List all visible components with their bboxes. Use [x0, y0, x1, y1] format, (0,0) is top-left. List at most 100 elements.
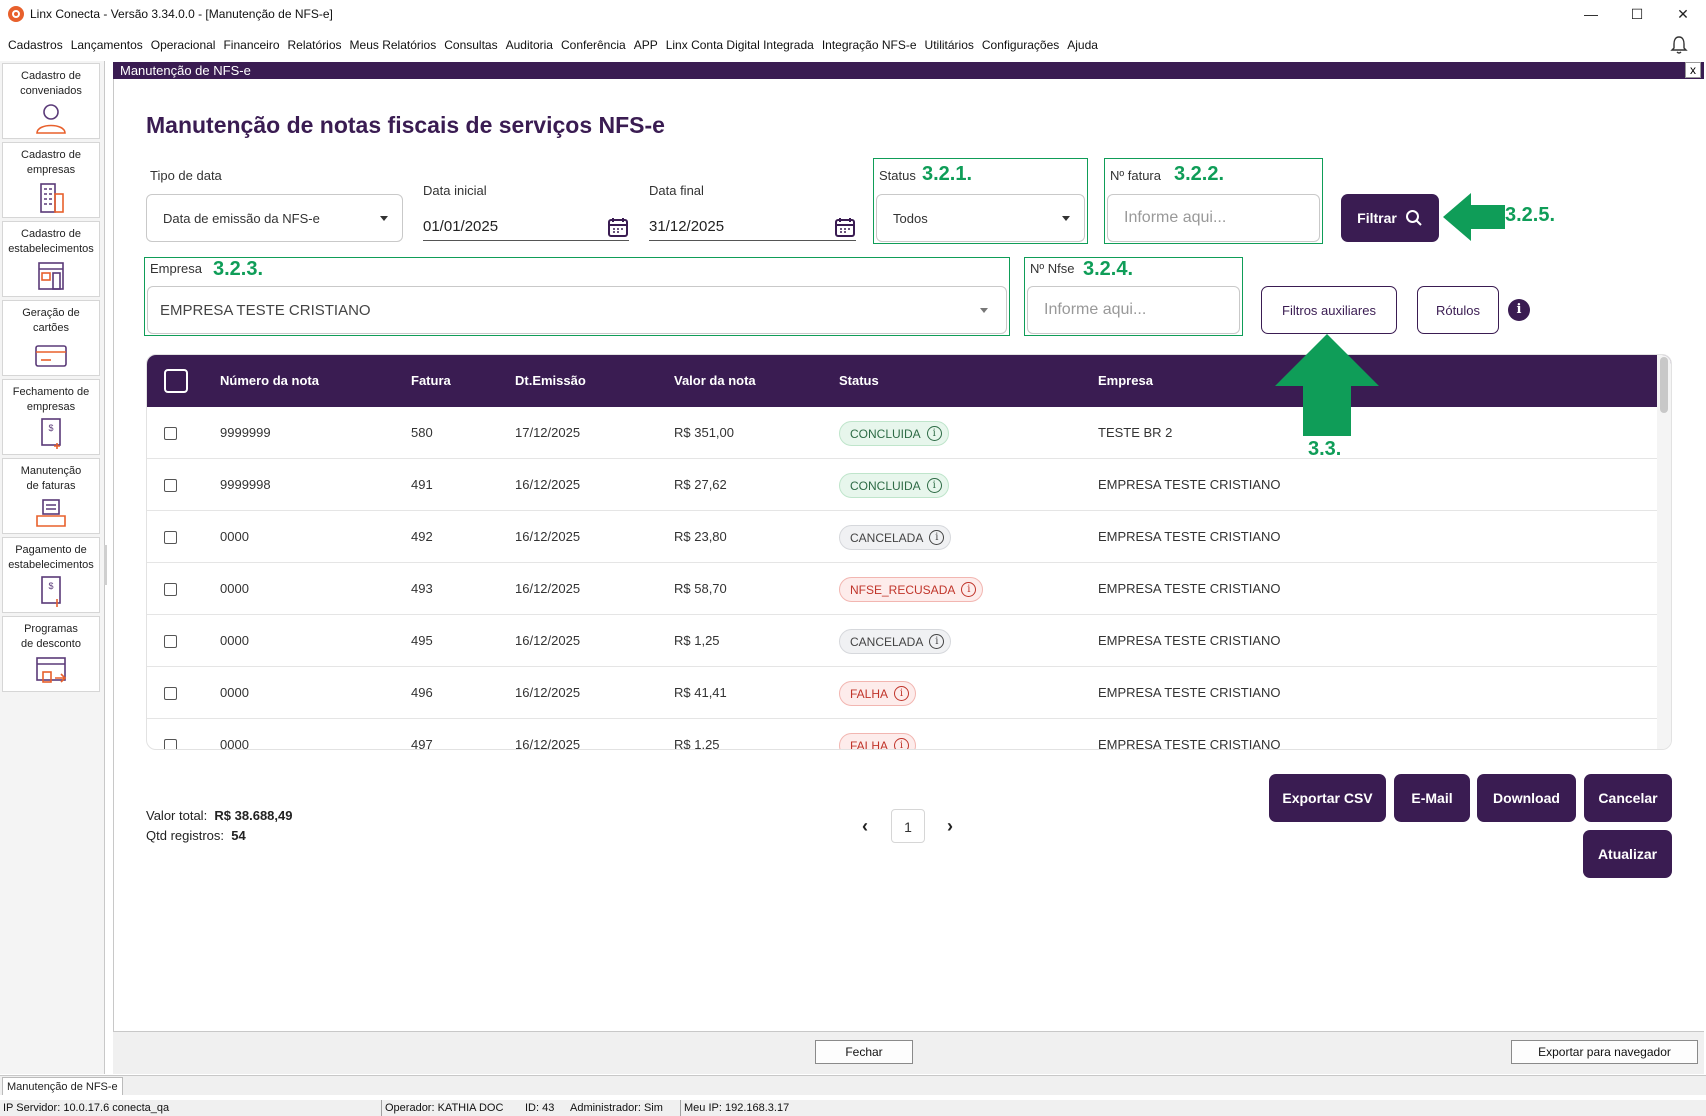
window-title: Linx Conecta - Versão 3.34.0.0 - [Manute…: [30, 7, 333, 21]
annotation-label-3-2-1: 3.2.1.: [922, 163, 973, 185]
minimize-button[interactable]: —: [1584, 6, 1598, 22]
scrollbar-thumb[interactable]: [1660, 357, 1668, 413]
filtrar-button[interactable]: Filtrar: [1341, 194, 1439, 242]
calendar-icon[interactable]: [607, 216, 629, 238]
status-badge-text: FALHA: [850, 686, 889, 701]
tipo-data-select[interactable]: Data de emissão da NFS-e: [146, 194, 403, 242]
info-icon[interactable]: i: [929, 530, 945, 545]
cell-valor: R$ 351,00: [674, 425, 734, 440]
info-icon[interactable]: i: [926, 426, 942, 441]
fatura-placeholder: Informe aqui...: [1124, 209, 1227, 226]
filtros-auxiliares-button[interactable]: Filtros auxiliares: [1261, 286, 1397, 334]
bottom-bar: Fechar Exportar para navegador: [113, 1031, 1704, 1074]
info-icon[interactable]: i: [1508, 299, 1530, 321]
table-row[interactable]: 0000 492 16/12/2025 R$ 23,80 CANCELADA i …: [147, 511, 1659, 563]
menu-auditoria[interactable]: Auditoria: [505, 38, 553, 52]
table-header: Número da nota Fatura Dt.Emissão Valor d…: [147, 355, 1671, 407]
column-header-emissao[interactable]: Dt.Emissão: [515, 373, 586, 388]
calendar-icon[interactable]: [834, 216, 856, 238]
menu-lancamentos[interactable]: Lançamentos: [70, 38, 143, 52]
nfse-table: Número da nota Fatura Dt.Emissão Valor d…: [146, 354, 1672, 750]
child-close-button[interactable]: x: [1685, 62, 1701, 78]
menu-consultas[interactable]: Consultas: [444, 38, 498, 52]
data-inicial-field[interactable]: 01/01/2025: [423, 213, 629, 241]
maximize-button[interactable]: ☐: [1630, 5, 1644, 22]
info-icon[interactable]: i: [926, 478, 942, 493]
tab-manutencao-nfse[interactable]: Manutenção de NFS-e: [2, 1077, 123, 1095]
table-scrollbar[interactable]: [1657, 355, 1671, 749]
pager-prev-button[interactable]: ‹: [862, 816, 868, 836]
row-checkbox[interactable]: [164, 427, 177, 440]
nfse-input[interactable]: Informe aqui...: [1027, 286, 1240, 334]
row-checkbox[interactable]: [164, 687, 177, 700]
status-select[interactable]: Todos: [876, 194, 1085, 242]
pager-next-button[interactable]: ›: [947, 816, 953, 836]
menu-relatorios[interactable]: Relatórios: [287, 38, 342, 52]
exportar-csv-button[interactable]: Exportar CSV: [1269, 774, 1386, 822]
close-window-button[interactable]: ✕: [1677, 5, 1689, 22]
sidebar-item-conveniados[interactable]: Cadastro de conveniados: [2, 63, 100, 139]
table-row[interactable]: 0000 493 16/12/2025 R$ 58,70 NFSE_RECUSA…: [147, 563, 1659, 615]
info-icon[interactable]: i: [894, 686, 910, 701]
cell-numero: 9999999: [220, 425, 271, 440]
info-icon[interactable]: i: [961, 582, 977, 597]
sidebar-item-faturas[interactable]: Manutenção de faturas: [2, 458, 100, 534]
pager-page-1[interactable]: 1: [891, 809, 925, 843]
exportar-navegador-button[interactable]: Exportar para navegador: [1511, 1040, 1698, 1064]
table-row[interactable]: 0000 495 16/12/2025 R$ 1,25 CANCELADA i E…: [147, 615, 1659, 667]
email-button[interactable]: E-Mail: [1394, 774, 1470, 822]
atualizar-button[interactable]: Atualizar: [1583, 830, 1672, 878]
menu-financeiro[interactable]: Financeiro: [223, 38, 280, 52]
column-header-fatura[interactable]: Fatura: [411, 373, 451, 388]
table-row[interactable]: 9999999 580 17/12/2025 R$ 351,00 CONCLUI…: [147, 407, 1659, 459]
menu-configuracoes[interactable]: Configurações: [981, 38, 1060, 52]
data-final-field[interactable]: 31/12/2025: [649, 213, 856, 241]
sidebar-item-fechamento[interactable]: Fechamento de empresas $: [2, 379, 100, 455]
sidebar-item-pagamento[interactable]: Pagamento de estabelecimentos $: [2, 537, 100, 613]
menu-linx-conta-digital[interactable]: Linx Conta Digital Integrada: [665, 38, 814, 52]
sidebar-item-cartoes[interactable]: Geração de cartões: [2, 300, 100, 376]
sidebar-item-descontos[interactable]: Programas de desconto: [2, 616, 100, 692]
sidebar-item-empresas[interactable]: Cadastro de empresas: [2, 142, 100, 218]
cell-numero: 0000: [220, 529, 249, 544]
menu-conferencia[interactable]: Conferência: [560, 38, 626, 52]
fechar-button[interactable]: Fechar: [815, 1040, 913, 1064]
row-checkbox[interactable]: [164, 635, 177, 648]
bell-icon[interactable]: [1670, 35, 1688, 55]
menu-app[interactable]: APP: [633, 38, 658, 52]
fatura-input[interactable]: Informe aqui...: [1107, 194, 1320, 242]
menu-cadastros[interactable]: Cadastros: [8, 38, 63, 52]
row-checkbox[interactable]: [164, 531, 177, 544]
cell-empresa: EMPRESA TESTE CRISTIANO: [1098, 737, 1281, 750]
totals: Valor total: R$ 38.688,49 Qtd registros:…: [146, 806, 293, 846]
menu-operacional[interactable]: Operacional: [150, 38, 216, 52]
sidebar-item-label: Manutenção de faturas: [20, 465, 82, 492]
menu-meus-relatorios[interactable]: Meus Relatórios: [349, 38, 437, 52]
info-icon[interactable]: i: [894, 738, 910, 749]
rotulos-button[interactable]: Rótulos: [1417, 286, 1499, 334]
data-inicial-value: 01/01/2025: [423, 218, 499, 235]
row-checkbox[interactable]: [164, 479, 177, 492]
table-row[interactable]: 0000 497 16/12/2025 R$ 1,25 FALHA i EMPRE…: [147, 719, 1659, 750]
table-row[interactable]: 0000 496 16/12/2025 R$ 41,41 FALHA i EMPR…: [147, 667, 1659, 719]
empresa-select[interactable]: EMPRESA TESTE CRISTIANO: [147, 286, 1007, 334]
column-header-valor[interactable]: Valor da nota: [674, 373, 756, 388]
row-checkbox[interactable]: [164, 739, 177, 749]
menu-ajuda[interactable]: Ajuda: [1067, 38, 1098, 52]
data-final-value: 31/12/2025: [649, 218, 725, 235]
info-icon[interactable]: i: [929, 634, 945, 649]
splitter-grip[interactable]: [104, 545, 107, 585]
select-all-checkbox[interactable]: [164, 369, 188, 393]
store-icon: [38, 262, 64, 290]
menu-utilitarios[interactable]: Utilitários: [924, 38, 974, 52]
cancelar-button[interactable]: Cancelar: [1584, 774, 1672, 822]
download-button[interactable]: Download: [1477, 774, 1576, 822]
menu-integracao-nfse[interactable]: Integração NFS-e: [821, 38, 917, 52]
table-row[interactable]: 9999998 491 16/12/2025 R$ 27,62 CONCLUID…: [147, 459, 1659, 511]
row-checkbox[interactable]: [164, 583, 177, 596]
column-header-numero[interactable]: Número da nota: [220, 373, 319, 388]
status-badge-text: CONCLUIDA: [850, 478, 921, 493]
column-header-status[interactable]: Status: [839, 373, 879, 388]
sidebar-item-estabelecimentos[interactable]: Cadastro de estabelecimentos: [2, 221, 100, 297]
column-header-empresa[interactable]: Empresa: [1098, 373, 1153, 388]
